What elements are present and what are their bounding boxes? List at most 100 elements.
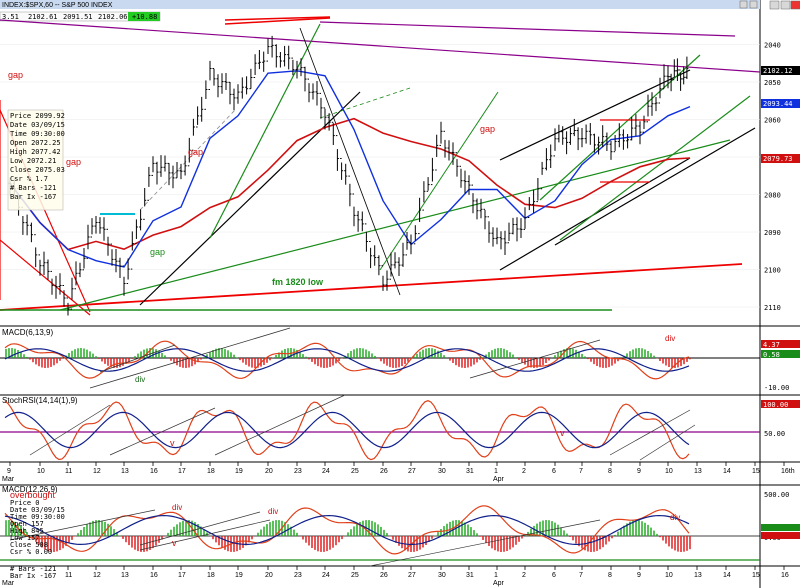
- databox-time: Time 09:30:00: [10, 513, 65, 521]
- price-bar: [134, 219, 138, 244]
- price-bar: [98, 217, 102, 234]
- date-tick-label: 16th: [781, 468, 795, 475]
- price-bar: [471, 184, 475, 214]
- price-bar: [90, 218, 94, 238]
- databox-time: Time 09:30:00: [10, 130, 65, 138]
- price-bar: [565, 131, 569, 155]
- price-bar: [475, 198, 479, 220]
- price-bar: [159, 155, 163, 177]
- price-bar: [483, 208, 487, 230]
- price-bar: [303, 66, 307, 92]
- macd-box-red: 4.37: [763, 341, 780, 349]
- price-bar: [171, 165, 175, 189]
- price-bar: [118, 257, 122, 278]
- window-controls[interactable]: [739, 0, 800, 10]
- date-tick-label: 31: [466, 572, 474, 579]
- date-tick-label: 10: [37, 468, 45, 475]
- price-bar: [580, 128, 584, 148]
- date-tick-label: 19: [235, 572, 243, 579]
- price-bar: [491, 227, 495, 247]
- price-bar: [245, 76, 249, 95]
- date-tick-label: 18: [207, 468, 215, 475]
- price-bar: [287, 45, 291, 70]
- price-bar: [385, 270, 389, 291]
- databox-open: Open 2072.25: [10, 139, 61, 147]
- macd-title: MACD(6,13,9): [2, 328, 53, 337]
- date-tick-label: 17: [178, 468, 186, 475]
- v-label: v: [172, 538, 177, 548]
- date-tick-label: 9: [637, 572, 641, 579]
- price-bar: [224, 73, 228, 90]
- price-bar: [106, 228, 110, 256]
- price-bar: [266, 38, 270, 62]
- price-bar: [295, 60, 299, 79]
- price-bar: [536, 178, 540, 203]
- date-tick-label: 11: [65, 572, 72, 579]
- price-bar: [315, 81, 319, 106]
- price-bar: [630, 116, 634, 141]
- date-tick-label: 25: [351, 572, 359, 579]
- div-label: div: [268, 507, 278, 516]
- date-tick-label: 30: [438, 572, 446, 579]
- databox-csr: Csr % 1.7: [10, 175, 48, 183]
- div-label: div: [172, 503, 182, 512]
- price-bar: [675, 58, 679, 81]
- price-bar: [236, 84, 240, 104]
- date-tick-label: 12: [93, 468, 101, 475]
- date-tick-label: 23: [294, 572, 302, 579]
- date-tick-label: 13: [121, 468, 129, 475]
- price-bar: [515, 217, 519, 242]
- price-bar: [340, 158, 344, 180]
- macd-box-green: 0.58: [763, 351, 780, 359]
- blue-ma-box: 2093.44: [763, 100, 793, 108]
- price-bar: [435, 134, 439, 171]
- date-tick-label: 10: [665, 572, 673, 579]
- macd2-title: MACD(12,26,9): [2, 485, 58, 494]
- price-bar: [621, 129, 625, 150]
- div-label: div: [665, 334, 675, 343]
- price-bar: [443, 130, 447, 158]
- price-bar: [311, 83, 315, 100]
- price-bar: [58, 273, 62, 295]
- price-bar: [373, 245, 377, 266]
- price-bar: [418, 197, 422, 235]
- date-tick-label: 17: [178, 572, 186, 579]
- price-axis-label: 2110: [764, 304, 781, 312]
- price-bar: [200, 96, 204, 122]
- price-bar: [42, 251, 46, 275]
- date-tick-label: 16: [150, 572, 158, 579]
- price-bar: [523, 207, 527, 230]
- gap-label: gap: [66, 157, 81, 167]
- price-bar: [381, 265, 385, 291]
- price-bar: [344, 163, 348, 185]
- price-bar: [167, 162, 171, 186]
- header-title: INDEX:$SPX,60 -- S&P 500 INDEX: [2, 2, 113, 9]
- trendlines: [0, 16, 761, 316]
- price-bar: [204, 80, 208, 110]
- price-bar: [94, 216, 98, 234]
- price-bar: [601, 125, 605, 148]
- price-bar: [183, 155, 187, 176]
- databox-high: High 2077.42: [10, 148, 61, 156]
- month-label: Apr: [493, 580, 505, 587]
- price-bar: [191, 118, 195, 151]
- div-label: div: [670, 513, 680, 522]
- date-tick-label: 14: [723, 468, 731, 475]
- price-bar: [617, 123, 621, 148]
- price-bar: [147, 166, 151, 201]
- price-bar: [430, 157, 434, 186]
- price-bar: [122, 265, 126, 296]
- overbought-label: overbought: [10, 490, 56, 500]
- databox-close: Close 508: [10, 541, 48, 549]
- gap-label: gap: [188, 147, 203, 157]
- date-tick-label: 30: [438, 468, 446, 475]
- date-tick-label: 20: [265, 572, 273, 579]
- databox-price: Price 0: [10, 499, 40, 507]
- price-bar: [270, 35, 274, 58]
- date-tick-label: 26: [380, 572, 388, 579]
- price-bar: [364, 223, 368, 252]
- date-tick-label: 15: [752, 468, 760, 475]
- price-bar: [451, 142, 455, 165]
- macd-line: [4, 348, 690, 372]
